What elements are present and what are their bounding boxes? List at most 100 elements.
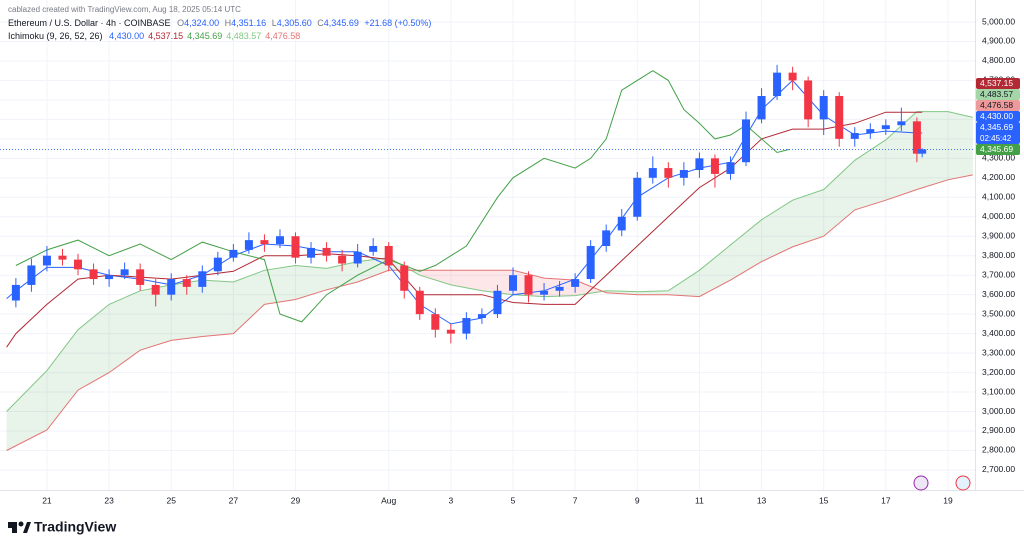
indicator-value: 4,476.58 bbox=[265, 31, 300, 41]
price-badge-label: 4,483.57 bbox=[980, 89, 1013, 99]
cloud-segment bbox=[326, 261, 358, 290]
candle-body bbox=[508, 275, 517, 291]
ohlc-label: L bbox=[272, 18, 277, 28]
cloud-segment bbox=[854, 139, 886, 210]
candle-body bbox=[384, 245, 393, 266]
logo-mark bbox=[8, 522, 17, 528]
x-tick-label: 21 bbox=[42, 495, 52, 505]
cloud-segment bbox=[761, 200, 793, 262]
axes: 2,700.00 2,800.00 2,900.00 3,000.00 3,100.00… bbox=[42, 16, 1020, 505]
event-icon[interactable] bbox=[913, 475, 929, 491]
candle-body bbox=[307, 247, 316, 258]
candle-body bbox=[540, 290, 549, 295]
candle-body bbox=[710, 158, 719, 174]
symbol: Ethereum / U.S. Dollar · 4h · COINBASE bbox=[8, 18, 171, 28]
candle-body bbox=[105, 275, 114, 280]
y-tick-label: 4,200.00 bbox=[982, 172, 1015, 182]
candle-body bbox=[151, 284, 160, 295]
price-badge bbox=[976, 143, 1020, 155]
cloud-segment bbox=[46, 329, 79, 431]
cloud-segment bbox=[171, 280, 203, 341]
cloud-segment bbox=[885, 111, 917, 201]
logo-mark bbox=[23, 522, 31, 533]
x-tick-label: Aug bbox=[381, 495, 396, 505]
y-tick-label: 3,200.00 bbox=[982, 367, 1015, 377]
candle-body bbox=[291, 236, 300, 258]
logo: TradingView bbox=[8, 519, 116, 535]
candle-body bbox=[42, 255, 51, 266]
candles bbox=[0, 64, 975, 344]
candle-body bbox=[586, 245, 595, 280]
indicator-name: Ichimoku (9, 26, 52, 26) bbox=[8, 31, 103, 41]
x-tick-label: 23 bbox=[104, 495, 114, 505]
cloud-segment bbox=[450, 270, 482, 291]
y-tick-label: 3,900.00 bbox=[982, 230, 1015, 240]
y-tick-label: 3,600.00 bbox=[982, 289, 1015, 299]
price-badge bbox=[976, 77, 1020, 89]
candle-body bbox=[850, 133, 859, 139]
cloud-segment bbox=[295, 265, 327, 300]
price-badge-label: 4,430.00 bbox=[980, 111, 1013, 121]
cloud-segment bbox=[202, 280, 234, 337]
indicator-line bbox=[6, 111, 923, 348]
y-tick-label: 3,400.00 bbox=[982, 328, 1015, 338]
candle-body bbox=[648, 168, 657, 178]
candle-body bbox=[446, 329, 455, 334]
candle-body bbox=[897, 121, 906, 126]
grid bbox=[0, 0, 975, 490]
x-tick-label: 9 bbox=[635, 495, 640, 505]
ohlc-label: C bbox=[317, 18, 324, 28]
candle-body bbox=[167, 279, 176, 295]
candle-body bbox=[198, 271, 207, 287]
x-tick-label: 13 bbox=[757, 495, 767, 505]
candle-body bbox=[74, 259, 83, 270]
candle-body bbox=[431, 314, 440, 330]
cloud bbox=[6, 111, 973, 451]
x-tick-label: 11 bbox=[695, 495, 704, 505]
candle-body bbox=[244, 240, 253, 250]
candle-body bbox=[322, 247, 331, 256]
y-tick-label: 3,000.00 bbox=[982, 406, 1015, 416]
y-tick-label: 3,700.00 bbox=[982, 269, 1015, 279]
cloud-span-line bbox=[6, 174, 973, 451]
y-tick-label: 2,700.00 bbox=[982, 464, 1015, 474]
candle-body bbox=[726, 162, 735, 174]
ohlc-value: 4,305.60 bbox=[277, 18, 312, 28]
y-tick-label: 3,500.00 bbox=[982, 308, 1015, 318]
cloud-segment bbox=[730, 219, 762, 281]
cloud-segment bbox=[792, 189, 824, 247]
indicator-value: 4,483.57 bbox=[226, 31, 261, 41]
indicator-value: 4,537.15 bbox=[148, 31, 183, 41]
cloud-segment bbox=[668, 270, 700, 297]
cloud-segment bbox=[916, 111, 948, 190]
x-tick-label: 29 bbox=[291, 495, 301, 505]
price-badge bbox=[976, 121, 1020, 144]
ohlc-label: O bbox=[177, 18, 184, 28]
candle-body bbox=[602, 230, 611, 246]
flag-icon[interactable] bbox=[955, 475, 971, 491]
price-countdown: 02:45:42 bbox=[980, 134, 1012, 143]
candle-body bbox=[136, 269, 145, 285]
candle-body bbox=[804, 80, 813, 120]
cloud-segment bbox=[481, 270, 513, 295]
cloud-segment bbox=[419, 270, 451, 285]
y-tick-label: 2,900.00 bbox=[982, 425, 1015, 435]
candle-body bbox=[571, 279, 580, 287]
price-badge-label: 4,345.69 bbox=[980, 144, 1013, 154]
y-tick-label: 2,800.00 bbox=[982, 445, 1015, 455]
indicator-line bbox=[15, 70, 790, 323]
cloud-segment bbox=[264, 265, 296, 305]
candle-body bbox=[493, 290, 502, 315]
candle-body bbox=[353, 251, 362, 264]
candle-body bbox=[415, 290, 424, 315]
price-badge-label: 4,537.15 bbox=[980, 78, 1013, 88]
y-tick-label: 3,800.00 bbox=[982, 250, 1015, 260]
logo-mark bbox=[18, 521, 24, 527]
y-tick-label: 3,100.00 bbox=[982, 386, 1015, 396]
brand: TradingView bbox=[34, 519, 116, 535]
candle-body bbox=[400, 265, 409, 291]
candle-body bbox=[524, 275, 533, 295]
candle-body bbox=[338, 255, 347, 264]
candle-body bbox=[617, 216, 626, 231]
